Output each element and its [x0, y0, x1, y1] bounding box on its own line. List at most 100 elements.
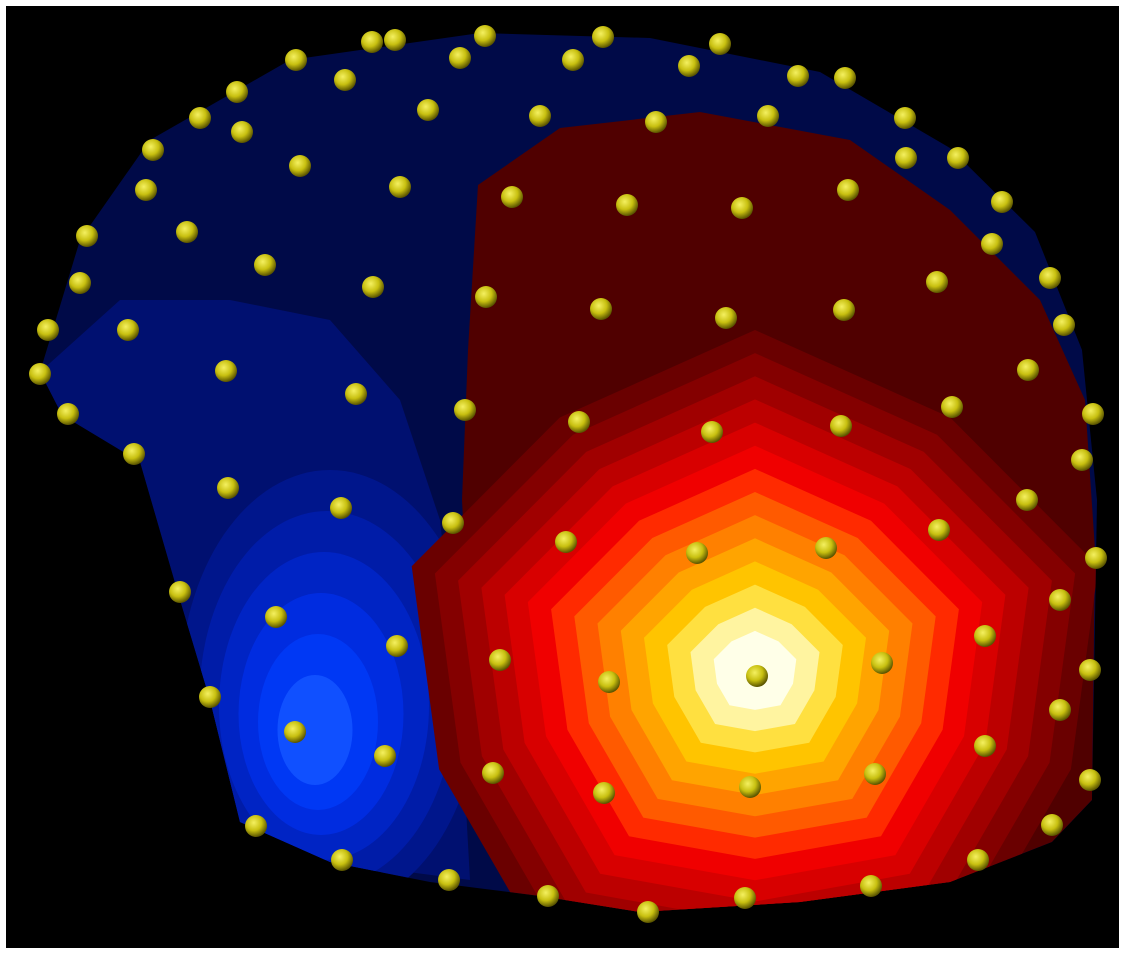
electrode [991, 191, 1013, 213]
electrode [746, 665, 768, 687]
electrode [135, 179, 157, 201]
electrode [442, 512, 464, 534]
electrode [592, 26, 614, 48]
electrode [76, 225, 98, 247]
electrode [454, 399, 476, 421]
electrode [1049, 589, 1071, 611]
electrode [57, 403, 79, 425]
electrode [169, 581, 191, 603]
electrode [830, 415, 852, 437]
electrode [489, 649, 511, 671]
electrode [215, 360, 237, 382]
electrode [555, 531, 577, 553]
electrode [501, 186, 523, 208]
negative-contour [277, 675, 353, 785]
electrode [974, 625, 996, 647]
electrode [1017, 359, 1039, 381]
electrode [871, 652, 893, 674]
electrode [894, 107, 916, 129]
electrode [1079, 769, 1101, 791]
electrode [417, 99, 439, 121]
electrode [941, 396, 963, 418]
electrode [1041, 814, 1063, 836]
electrode [482, 762, 504, 784]
electrode [562, 49, 584, 71]
electrode [593, 782, 615, 804]
electrode [142, 139, 164, 161]
electrode [833, 299, 855, 321]
electrode [926, 271, 948, 293]
electrode [860, 875, 882, 897]
electrode [709, 33, 731, 55]
electrode [981, 233, 1003, 255]
electrode [1082, 403, 1104, 425]
electrode [864, 763, 886, 785]
electrode [389, 176, 411, 198]
electrode [361, 31, 383, 53]
electrode [475, 286, 497, 308]
electrode [1053, 314, 1075, 336]
electrode [289, 155, 311, 177]
electrode [974, 735, 996, 757]
electrode [345, 383, 367, 405]
electrode [217, 477, 239, 499]
electrode [1016, 489, 1038, 511]
electrode [678, 55, 700, 77]
electrode [384, 29, 406, 51]
electrode [231, 121, 253, 143]
electrode [757, 105, 779, 127]
electrode [334, 69, 356, 91]
electrode [330, 497, 352, 519]
electrode [568, 411, 590, 433]
electrode [1039, 267, 1061, 289]
electrode [474, 25, 496, 47]
electrode [598, 671, 620, 693]
electrode [199, 686, 221, 708]
electrode [1085, 547, 1107, 569]
electrode [928, 519, 950, 541]
electrode [245, 815, 267, 837]
electrode [331, 849, 353, 871]
electrode [787, 65, 809, 87]
electrode [731, 197, 753, 219]
electrode [37, 319, 59, 341]
electrode [1049, 699, 1071, 721]
electrode [837, 179, 859, 201]
electrode [189, 107, 211, 129]
electrode [29, 363, 51, 385]
electrode [117, 319, 139, 341]
electrode [362, 276, 384, 298]
electrode [967, 849, 989, 871]
electrode [537, 885, 559, 907]
electrode [374, 745, 396, 767]
electrode [686, 542, 708, 564]
electrode [895, 147, 917, 169]
electrode [734, 887, 756, 909]
electrode [449, 47, 471, 69]
electrode [254, 254, 276, 276]
electrode [285, 49, 307, 71]
electrode [69, 272, 91, 294]
electrode [1071, 449, 1093, 471]
electrode [701, 421, 723, 443]
electrode [715, 307, 737, 329]
electrode [739, 776, 761, 798]
electrode [645, 111, 667, 133]
electrode [386, 635, 408, 657]
electrode [590, 298, 612, 320]
electrode [616, 194, 638, 216]
electrode [815, 537, 837, 559]
electrode [265, 606, 287, 628]
electrode [438, 869, 460, 891]
electrode [947, 147, 969, 169]
electrode [284, 721, 306, 743]
electrode [1079, 659, 1101, 681]
electrode [123, 443, 145, 465]
electrode [834, 67, 856, 89]
electrode [529, 105, 551, 127]
electrode [176, 221, 198, 243]
electrode [226, 81, 248, 103]
electrodes [29, 25, 1107, 923]
